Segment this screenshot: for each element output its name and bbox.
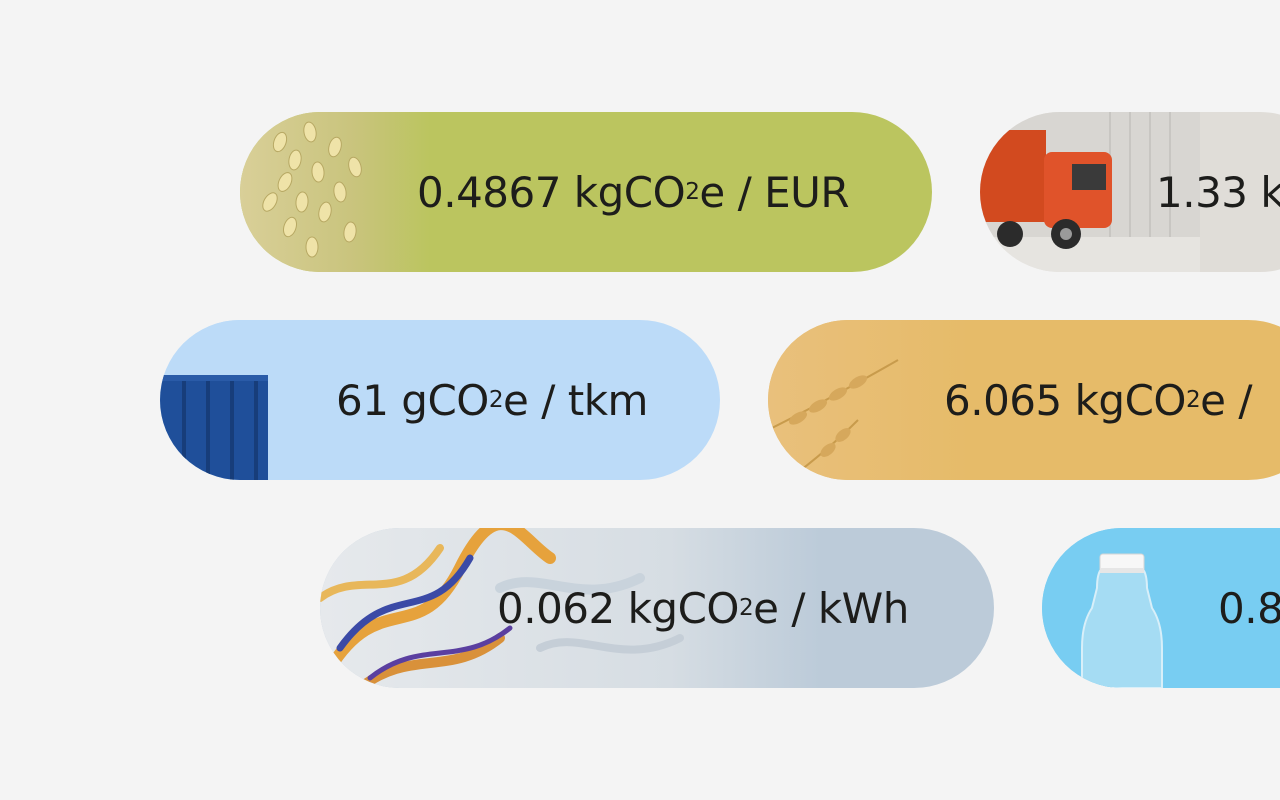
emission-factor-pill-rice: 0.4867 kgCO 2 e / EUR: [240, 112, 932, 272]
emission-factor-pill-plastic: 0.8: [1042, 528, 1280, 688]
emission-factor-value: 0.4867 kgCO 2 e / EUR: [417, 167, 850, 217]
emission-factor-pill-container: 61 gCO 2 e / tkm: [160, 320, 720, 480]
emission-factor-value: 0.062 kgCO 2 e / kWh: [497, 583, 909, 633]
emission-factor-value: 61 gCO 2 e / tkm: [336, 375, 648, 425]
plastic-bottle-image: [1042, 528, 1242, 688]
emission-factor-value: 0.8: [1218, 583, 1280, 633]
oil-marble-image: [320, 528, 820, 688]
shipping-container-image: [160, 320, 340, 480]
wheat-image: [768, 320, 968, 480]
rice-grains-image: [240, 112, 430, 272]
truck-image: [980, 112, 1200, 272]
emission-factor-value: 6.065 kgCO 2 e /: [944, 375, 1253, 425]
emission-factor-value: 1.33 k: [1156, 167, 1280, 217]
emission-factor-pill-truck: 1.33 k: [980, 112, 1280, 272]
emission-factor-pill-wheat: 6.065 kgCO 2 e /: [768, 320, 1280, 480]
emission-factor-pill-energy: 0.062 kgCO 2 e / kWh: [320, 528, 994, 688]
